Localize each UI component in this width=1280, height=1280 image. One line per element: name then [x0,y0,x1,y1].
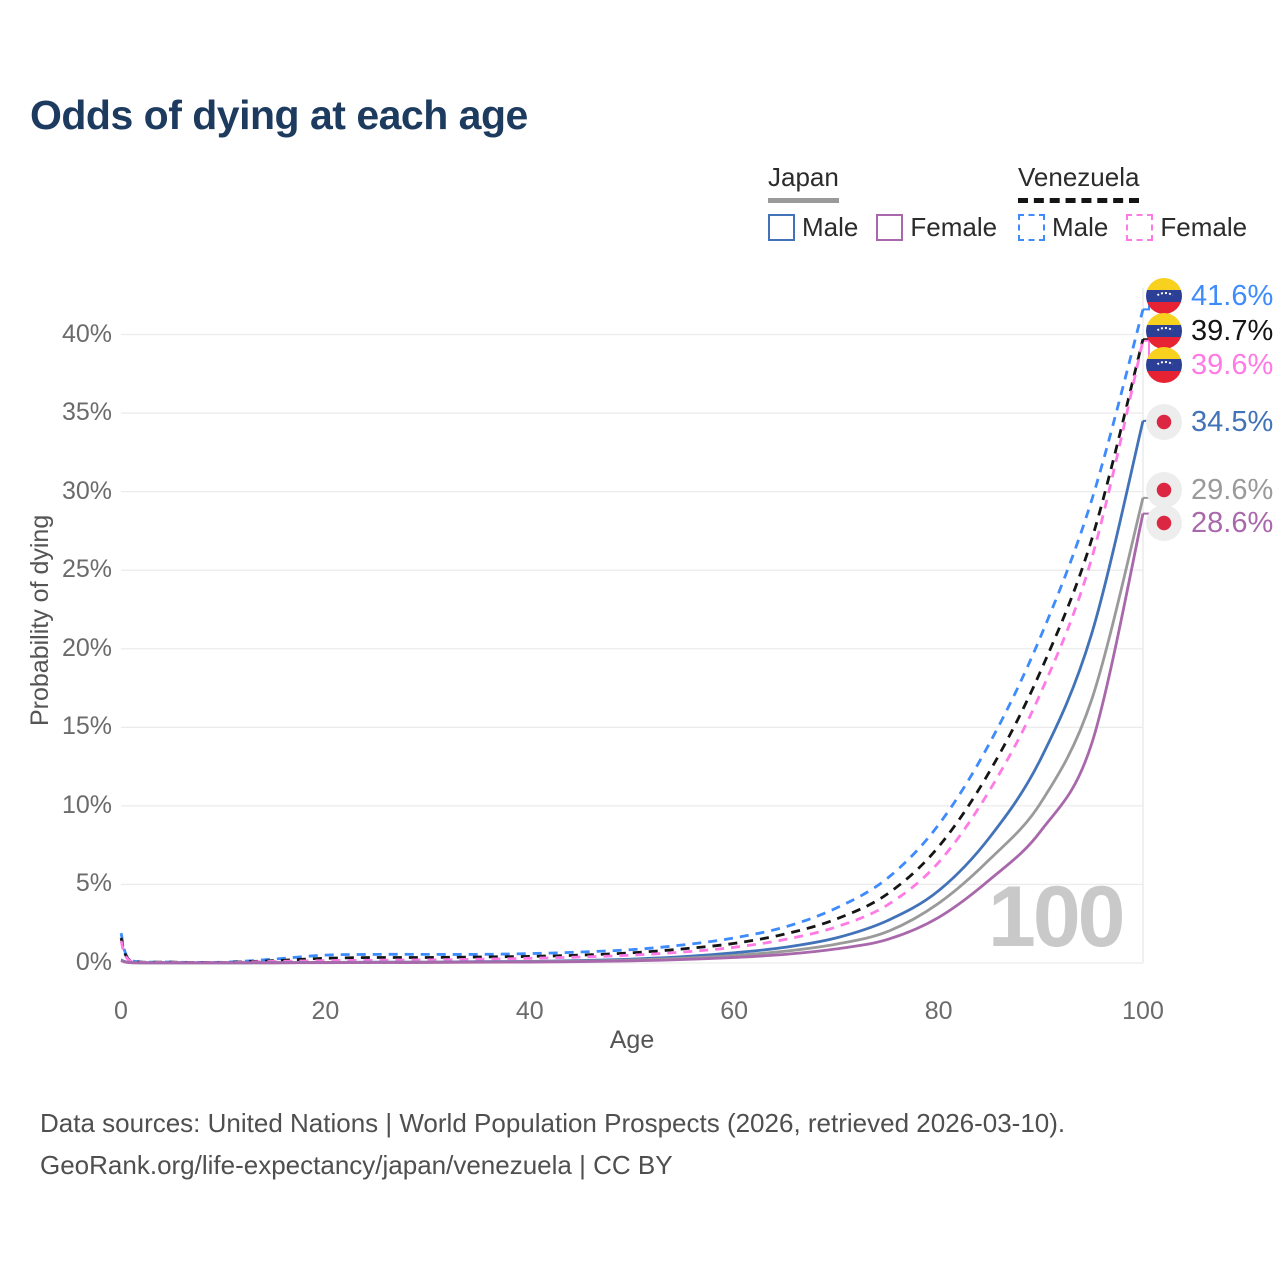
series-line-venezuela-female [119,340,1145,965]
endpoint-japan-female: 28.6% [1146,505,1273,541]
series-line-japan-male [120,420,1145,965]
endpoint-value-label: 34.5% [1191,405,1274,438]
legend-venezuela-female[interactable]: Female [1126,212,1247,243]
legend-item-label: Male [802,212,859,242]
series-line-japan-female [120,513,1145,965]
legend-venezuela-male[interactable]: Male [1018,212,1108,243]
venezuela-male-swatch-icon [1018,214,1045,241]
endpoint-value-label: 41.6% [1191,279,1274,312]
endpoint-venezuela-both: 39.7% [1146,313,1273,349]
attribution-text: GeoRank.org/life-expectancy/japan/venezu… [40,1150,673,1180]
y-tick-label: 30% [61,476,112,505]
japan-male-swatch-icon [768,214,795,241]
x-tick-label: 100 [1122,997,1164,1025]
legend-japan-male[interactable]: Male [768,212,858,243]
legend-item-label: Female [910,212,998,242]
y-tick-label: 25% [61,555,112,584]
endpoint-venezuela-female: 39.6% [1146,347,1273,383]
endpoint-japan-both: 29.6% [1146,472,1273,508]
x-tick-label: 40 [515,997,544,1025]
x-tick-label: 20 [311,997,340,1025]
x-tick-label: 80 [924,997,953,1025]
endpoint-value-label: 29.6% [1191,473,1274,506]
legend-item-label: Male [1052,212,1109,242]
y-tick-label: 10% [61,790,112,819]
chart-title: Odds of dying at each age [30,92,528,138]
endpoint-japan-male: 34.5% [1146,404,1273,440]
endpoint-value-label: 28.6% [1191,506,1274,539]
x-tick-label: 0 [114,997,128,1025]
x-axis-title: Age [609,1026,655,1054]
japan-flag-icon [1146,472,1182,508]
japan-female-swatch-icon [876,214,904,241]
y-tick-label: 35% [61,398,112,427]
endpoint-value-label: 39.7% [1191,314,1274,347]
legend-group-venezuela: Venezuela Male Female [1018,162,1247,243]
legend-venezuela-label[interactable]: Venezuela [1018,162,1140,203]
legend-japan-female[interactable]: Female [876,212,997,243]
x-tick-label: 60 [720,997,749,1025]
y-tick-label: 5% [75,869,112,898]
data-sources-text: Data sources: United Nations | World Pop… [40,1108,1066,1138]
legend-group-japan: Japan Male Female [768,162,997,243]
y-tick-label: 0% [75,948,112,976]
venezuela-flag-icon [1146,313,1182,349]
venezuela-female-swatch-icon [1126,214,1154,241]
legend-japan-label[interactable]: Japan [768,162,839,203]
venezuela-flag-icon [1146,347,1182,383]
legend-item-label: Female [1160,212,1248,242]
venezuela-flag-icon [1146,278,1182,314]
y-tick-label: 20% [61,633,112,662]
series-line-venezuela-male [119,309,1145,964]
series-line-venezuela-both [119,338,1145,964]
endpoint-value-label: 39.6% [1191,348,1274,381]
y-tick-label: 15% [61,712,112,741]
series-line-japan-both [120,497,1145,965]
endpoint-venezuela-male: 41.6% [1146,278,1273,314]
y-axis-title: Probability of dying [26,514,54,726]
y-tick-label: 40% [61,319,112,348]
japan-flag-icon [1146,505,1182,541]
japan-flag-icon [1146,404,1182,440]
